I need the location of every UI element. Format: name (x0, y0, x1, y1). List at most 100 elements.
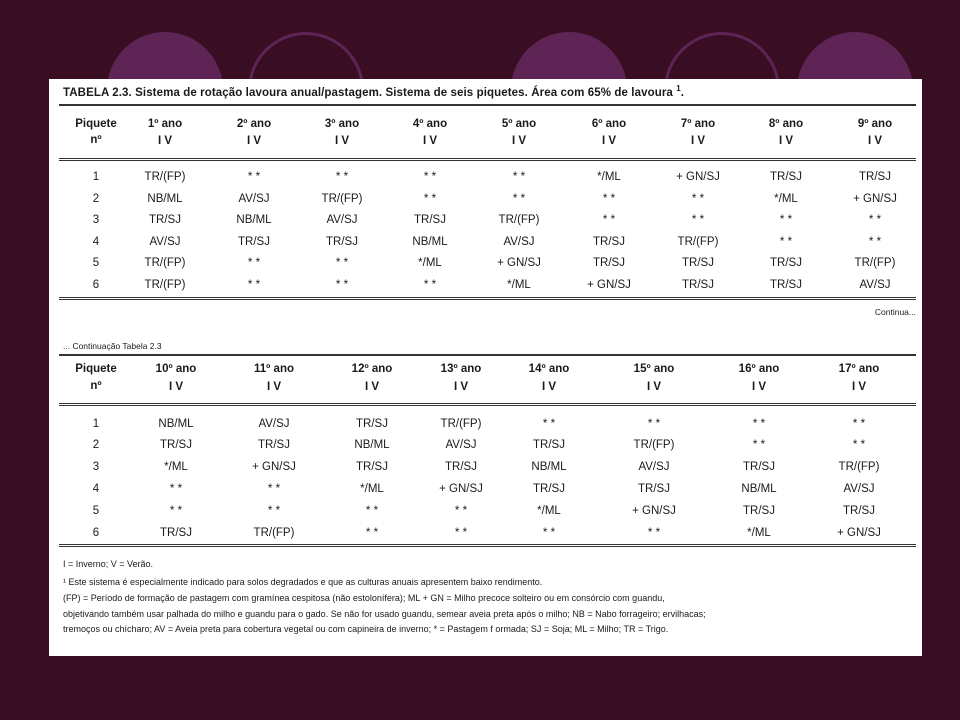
table-cell: TR/(FP) (253, 527, 295, 539)
table-cell: * * (365, 505, 379, 517)
year-header: 11º ano (254, 363, 294, 375)
season-header: I V (364, 381, 380, 393)
table-cell: NB/ML (354, 439, 390, 451)
year-header: 4º ano (412, 118, 448, 130)
table-cell: * * (423, 171, 437, 183)
table-cell: TR/SJ (414, 214, 446, 226)
table-cell: * * (169, 505, 183, 517)
divider (59, 297, 916, 298)
season-header: I V (453, 381, 469, 393)
table-cell: */ML (537, 505, 561, 517)
piquete-sub: nº (90, 380, 102, 392)
table-cell: NB/ML (412, 236, 448, 248)
table-cell: TR/SJ (682, 257, 714, 269)
piquete-number: 6 (92, 279, 100, 291)
table-cell: + GN/SJ (497, 257, 541, 269)
year-header: 9º ano (857, 118, 893, 130)
table-cell: TR/(FP) (144, 171, 186, 183)
table-cell: */ML (597, 171, 621, 183)
divider (59, 160, 916, 161)
table-cell: TR/SJ (326, 236, 358, 248)
continua-label: Continua... (874, 307, 916, 317)
table-cell: TR/SJ (533, 483, 565, 495)
table-cell: TR/SJ (258, 439, 290, 451)
year-header: 12º ano (351, 363, 393, 375)
table-cell: NB/ML (741, 483, 777, 495)
divider (59, 299, 916, 300)
divider (59, 403, 916, 404)
table-cell: * * (779, 236, 793, 248)
table-cell: TR/SJ (770, 257, 802, 269)
year-header: 16º ano (738, 363, 780, 375)
table-cell: * * (852, 418, 866, 430)
divider (59, 405, 916, 406)
table-cell: AV/SJ (149, 236, 181, 248)
table-cell: * * (512, 193, 526, 205)
table-cell: TR/SJ (160, 527, 192, 539)
table-cell: TR/(FP) (144, 257, 186, 269)
table-cell: TR/(FP) (498, 214, 540, 226)
year-header: 10º ano (155, 363, 197, 375)
year-header: 1º ano (147, 118, 183, 130)
table-cell: * * (454, 505, 468, 517)
season-header: I V (541, 381, 557, 393)
season-header: I V (334, 135, 350, 147)
season-header: I V (511, 135, 527, 147)
piquete-number: 2 (92, 193, 100, 205)
year-header: 6º ano (591, 118, 627, 130)
year-header: 2º ano (236, 118, 272, 130)
table-cell: + GN/SJ (252, 461, 296, 473)
table-cell: TR/(FP) (677, 236, 719, 248)
piquete-header: Piquete (75, 118, 117, 130)
table-cell: * * (454, 527, 468, 539)
season-header: I V (157, 135, 173, 147)
season-header: I V (601, 135, 617, 147)
table-cell: AV/SJ (638, 461, 670, 473)
table-cell: AV/SJ (238, 193, 270, 205)
piquete-number: 3 (92, 214, 100, 226)
table-cell: */ML (360, 483, 384, 495)
table-cell: TR/SJ (356, 461, 388, 473)
table-cell: + GN/SJ (853, 193, 897, 205)
year-header: 15º ano (633, 363, 675, 375)
table-cell: NB/ML (236, 214, 272, 226)
piquete-number: 5 (92, 505, 100, 517)
table-cell: TR/(FP) (144, 279, 186, 291)
table-cell: * * (602, 214, 616, 226)
table-cell: + GN/SJ (837, 527, 881, 539)
piquete-number: 5 (92, 257, 100, 269)
table-cell: AV/SJ (445, 439, 477, 451)
footnote-line: ¹ Este sistema é especialmente indicado … (63, 577, 543, 587)
table-cell: * * (335, 171, 349, 183)
piquete-header: Piquete (75, 363, 117, 375)
table-cell: */ML (774, 193, 798, 205)
table-cell: * * (247, 279, 261, 291)
table-cell: * * (691, 193, 705, 205)
table-cell: * * (335, 257, 349, 269)
table-cell: AV/SJ (326, 214, 358, 226)
season-header: I V (646, 381, 662, 393)
year-header: 17º ano (838, 363, 880, 375)
divider (59, 354, 916, 356)
footnote-line: I = Inverno; V = Verão. (63, 559, 154, 569)
table-cell: TR/SJ (682, 279, 714, 291)
table-cell: TR/(FP) (854, 257, 896, 269)
table-cell: * * (868, 214, 882, 226)
season-header: I V (266, 381, 282, 393)
table-cell: * * (423, 279, 437, 291)
year-header: 14º ano (528, 363, 570, 375)
table-cell: * * (247, 171, 261, 183)
table-cell: TR/SJ (445, 461, 477, 473)
season-header: I V (422, 135, 438, 147)
piquete-number: 3 (92, 461, 100, 473)
table-cell: * * (647, 418, 661, 430)
table-cell: * * (423, 193, 437, 205)
piquete-number: 4 (92, 236, 100, 248)
table-cell: * * (752, 418, 766, 430)
table-cell: TR/SJ (770, 171, 802, 183)
year-header: 5º ano (501, 118, 537, 130)
table-cell: TR/SJ (743, 461, 775, 473)
season-header: I V (867, 135, 883, 147)
table-cell: TR/SJ (859, 171, 891, 183)
table-cell: TR/SJ (593, 236, 625, 248)
